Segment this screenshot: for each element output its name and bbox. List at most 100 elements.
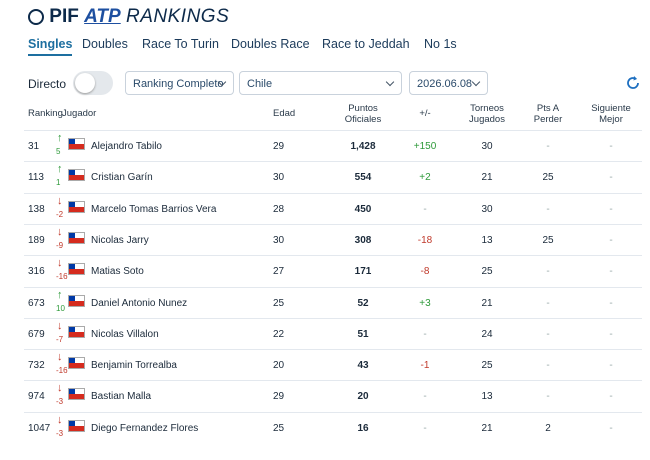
tournaments: 13 xyxy=(481,234,493,246)
move-arrow: ↓ xyxy=(57,413,63,426)
column-header[interactable]: Ranking xyxy=(28,108,63,119)
tournaments: 30 xyxy=(481,203,493,215)
points: 20 xyxy=(357,391,369,403)
column-header[interactable]: Jugador xyxy=(62,108,97,119)
player-name[interactable]: Bastian Malla xyxy=(91,391,152,403)
tournaments: 13 xyxy=(481,391,493,403)
points: 171 xyxy=(354,266,372,278)
points-dropping: - xyxy=(546,203,550,215)
points-change: - xyxy=(423,391,427,403)
next-best: - xyxy=(609,172,613,184)
ranking-select[interactable]: Ranking Completo xyxy=(125,71,234,95)
date-select[interactable]: 2026.06.08 xyxy=(409,71,488,95)
table-row: 31 ↑ 5 Alejandro Tabilo 29 1,428 +150 30 - - xyxy=(24,130,642,162)
rank-move: -7 xyxy=(56,334,64,344)
column-header[interactable]: Torneos Jugados xyxy=(469,103,505,125)
tournaments: 30 xyxy=(481,141,493,152)
logo-rankings: RANKINGS xyxy=(126,6,230,27)
player-name[interactable]: Marcelo Tomas Barrios Vera xyxy=(91,203,217,215)
rank-move: -2 xyxy=(56,209,64,219)
age: 29 xyxy=(273,391,285,403)
player-name[interactable]: Diego Fernandez Flores xyxy=(91,422,199,434)
age: 28 xyxy=(273,203,285,215)
rank-move: 5 xyxy=(56,147,61,156)
rank: 138 xyxy=(28,203,45,215)
points: 51 xyxy=(357,328,369,340)
points-change: +2 xyxy=(419,172,431,184)
points: 308 xyxy=(354,234,372,246)
tab[interactable]: Singles xyxy=(28,37,73,56)
points: 52 xyxy=(357,297,369,309)
move-arrow: ↓ xyxy=(57,225,63,238)
table-row: 673 ↑ 10 Daniel Antonio Nunez 25 52 +3 21 - - xyxy=(24,286,642,319)
points-change: - xyxy=(423,203,427,215)
points: 450 xyxy=(354,203,372,215)
points-dropping: - xyxy=(546,297,550,309)
column-header[interactable]: +/- xyxy=(419,108,431,119)
next-best: - xyxy=(609,360,613,372)
next-best: - xyxy=(609,203,613,215)
tab[interactable]: No 1s xyxy=(424,37,457,51)
column-header[interactable]: Siguiente Mejor xyxy=(591,103,631,125)
next-best: - xyxy=(609,328,613,340)
next-best: - xyxy=(609,391,613,403)
flag xyxy=(68,294,85,307)
move-arrow: ↓ xyxy=(57,351,63,364)
age: 25 xyxy=(273,297,285,309)
table-row: 189 ↓ -9 Nicolas Jarry 30 308 -18 13 25 - xyxy=(24,223,642,256)
player-name[interactable]: Benjamin Torrealba xyxy=(91,360,177,372)
tab[interactable]: Race To Turin xyxy=(142,37,219,51)
rank: 189 xyxy=(28,234,45,246)
points-change: - xyxy=(423,422,427,434)
points-change: +3 xyxy=(419,297,431,309)
table-row: 974 ↓ -3 Bastian Malla 29 20 - 13 - - xyxy=(24,380,642,412)
player-name[interactable]: Nicolas Villalon xyxy=(91,328,159,340)
flag xyxy=(68,169,85,182)
rank-move: -9 xyxy=(56,240,64,250)
flag xyxy=(68,263,85,276)
player-name[interactable]: Cristian Garín xyxy=(91,172,153,184)
column-header[interactable]: Pts A Perder xyxy=(533,103,563,125)
next-best: - xyxy=(609,141,613,152)
move-arrow: ↓ xyxy=(57,319,63,332)
points-change: - xyxy=(423,328,427,340)
age: 27 xyxy=(273,266,285,278)
player-name[interactable]: Matias Soto xyxy=(91,266,144,278)
refresh-button[interactable] xyxy=(625,75,641,91)
player-name[interactable]: Alejandro Tabilo xyxy=(91,141,162,152)
tab[interactable]: Doubles xyxy=(82,37,128,51)
column-header[interactable]: Puntos Oficiales xyxy=(344,103,382,125)
player-name[interactable]: Daniel Antonio Nunez xyxy=(91,297,188,309)
tab[interactable]: Race to Jeddah xyxy=(322,37,410,51)
next-best: - xyxy=(609,297,613,309)
points-dropping: 25 xyxy=(542,172,554,184)
table-row: 138 ↓ -2 Marcelo Tomas Barrios Vera 28 450 - 30… xyxy=(24,192,642,225)
age: 22 xyxy=(273,328,285,340)
rank: 732 xyxy=(28,360,45,372)
tournaments: 24 xyxy=(481,328,493,340)
live-toggle[interactable] xyxy=(73,71,113,95)
points-change: +150 xyxy=(413,141,437,152)
age: 20 xyxy=(273,360,285,372)
points-change: -8 xyxy=(420,266,430,278)
rank: 673 xyxy=(28,297,45,309)
player-name[interactable]: Nicolas Jarry xyxy=(91,234,149,246)
tournaments: 21 xyxy=(481,422,493,434)
flag xyxy=(68,231,85,244)
next-best: - xyxy=(609,266,613,278)
rank: 113 xyxy=(28,172,44,184)
flag xyxy=(68,388,85,401)
rank: 974 xyxy=(28,391,45,403)
points-dropping: - xyxy=(546,266,550,278)
age: 29 xyxy=(273,141,285,152)
points: 16 xyxy=(357,422,369,434)
age: 30 xyxy=(273,172,285,184)
move-arrow: ↑ xyxy=(57,288,63,301)
country-select[interactable]: Chile xyxy=(239,71,402,95)
logo-circle xyxy=(28,9,44,25)
column-header[interactable]: Edad xyxy=(273,108,296,119)
tab[interactable]: Doubles Race xyxy=(231,37,310,51)
logo: PIF ATP RANKINGS xyxy=(28,6,229,28)
points: 554 xyxy=(354,172,372,184)
